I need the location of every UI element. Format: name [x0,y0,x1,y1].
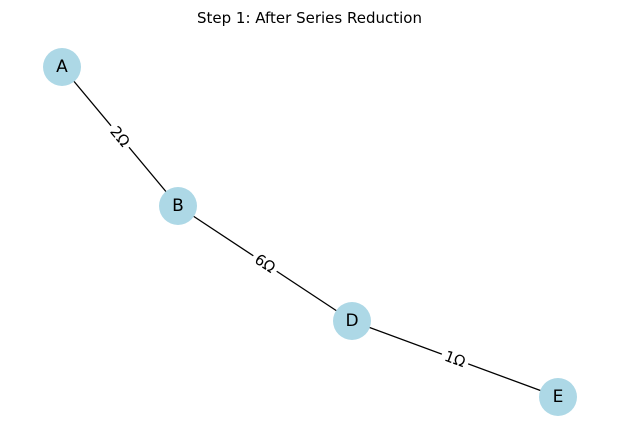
edge-label-bg [438,344,472,374]
edge-label-bg [103,119,137,154]
diagram-title: Step 1: After Series Reduction [197,9,422,27]
node-label-e: E [553,387,564,407]
nodes-layer: A B D E [43,48,577,416]
node-label-a: A [56,57,68,77]
node-d [333,302,371,340]
edge-labels-layer: 2Ω 6Ω 1Ω [103,119,472,374]
edges-layer [61,66,559,398]
node-b [159,187,197,225]
node-a [43,48,81,86]
node-label-d: D [345,311,358,331]
node-e [539,378,577,416]
edge-label-bg [247,247,283,280]
node-label-b: B [172,196,184,216]
